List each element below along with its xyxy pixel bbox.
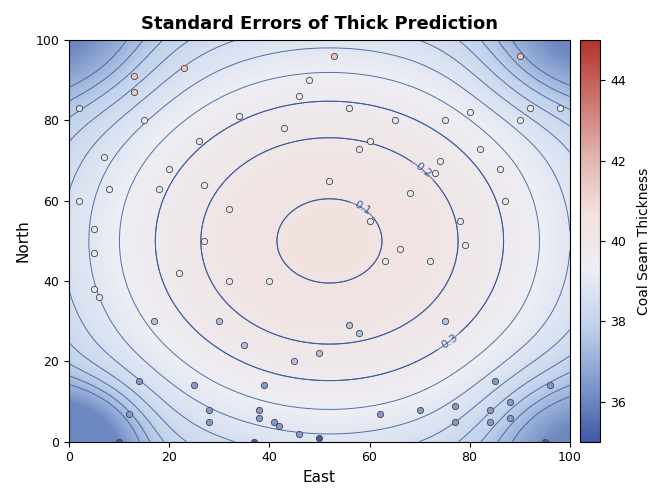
Text: 0.3: 0.3 bbox=[439, 332, 460, 350]
Text: 0.2: 0.2 bbox=[413, 161, 434, 180]
Title: Standard Errors of Thick Prediction: Standard Errors of Thick Prediction bbox=[141, 15, 498, 33]
Y-axis label: North: North bbox=[15, 220, 30, 262]
Text: 0.1: 0.1 bbox=[352, 199, 372, 217]
Y-axis label: Coal Seam Thickness: Coal Seam Thickness bbox=[637, 168, 651, 314]
X-axis label: East: East bbox=[303, 470, 336, 485]
